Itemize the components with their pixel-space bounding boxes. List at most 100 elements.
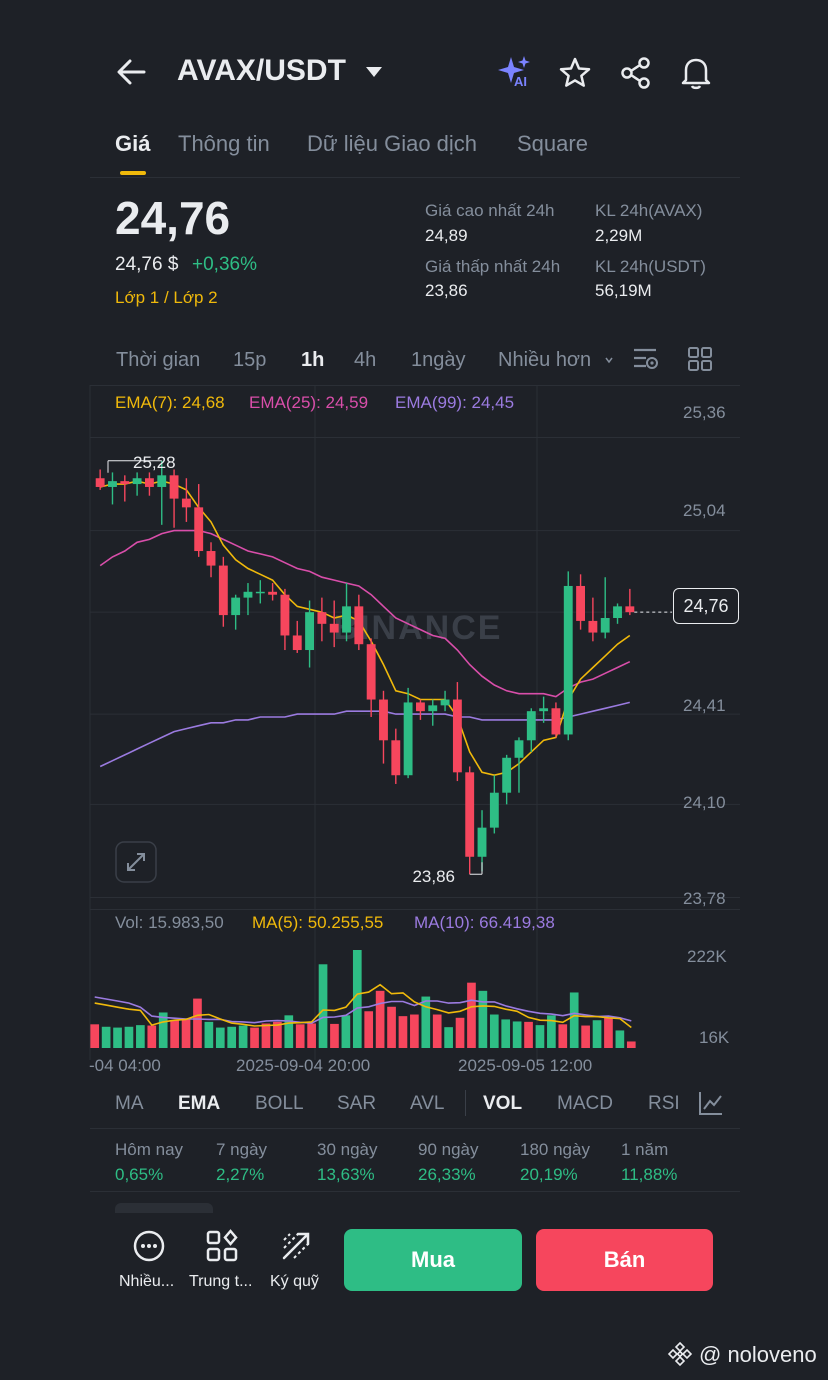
volume-bar bbox=[410, 1014, 419, 1048]
margin-icon[interactable] bbox=[279, 1229, 313, 1263]
indicator-macd[interactable]: MACD bbox=[557, 1093, 613, 1114]
more-options-label[interactable]: Nhiều... bbox=[119, 1273, 175, 1290]
candle-body bbox=[613, 606, 622, 618]
volume-ma10-legend: MA(10): 66.419,38 bbox=[414, 913, 555, 932]
pair-dropdown-icon[interactable] bbox=[365, 66, 383, 78]
volume-bars bbox=[90, 950, 636, 1048]
candle-body bbox=[489, 792, 499, 828]
bell-icon[interactable] bbox=[679, 55, 713, 91]
candlesticks bbox=[95, 460, 672, 875]
volume-bar bbox=[421, 996, 431, 1048]
indicator-sar[interactable]: SAR bbox=[337, 1093, 377, 1114]
performance-item: 180 ngày 20,19% bbox=[520, 1140, 590, 1185]
candle-body bbox=[600, 618, 610, 633]
timeframe-1h[interactable]: 1h bbox=[301, 349, 325, 371]
high-24h-label: Giá cao nhất 24h bbox=[425, 201, 555, 220]
share-icon[interactable] bbox=[619, 56, 653, 90]
timeframe-4h[interactable]: 4h bbox=[354, 349, 377, 371]
ai-sparkle-icon[interactable] bbox=[496, 54, 534, 92]
timeframe-more[interactable]: Nhiều hơn bbox=[498, 349, 592, 371]
performance-item: Hôm nay 0,65% bbox=[115, 1140, 183, 1185]
candle-body bbox=[415, 702, 425, 712]
performance-label: 7 ngày bbox=[216, 1140, 268, 1159]
low-24h-value: 23,86 bbox=[425, 281, 468, 300]
candle-body bbox=[169, 475, 179, 499]
tab-trading-data[interactable]: Dữ liệu Giao dịch bbox=[307, 131, 478, 156]
indicator-boll[interactable]: BOLL bbox=[255, 1093, 304, 1114]
indicator-avl[interactable]: AVL bbox=[410, 1093, 445, 1114]
volume-bar bbox=[489, 1014, 499, 1048]
performance-value: 13,63% bbox=[317, 1165, 375, 1184]
volume-divider bbox=[90, 909, 740, 910]
candle-body bbox=[157, 475, 167, 487]
candle-body bbox=[440, 699, 450, 706]
volume-bar bbox=[330, 1023, 339, 1048]
trading-center-icon[interactable] bbox=[205, 1229, 239, 1263]
timeframe-time[interactable]: Thời gian bbox=[116, 349, 201, 371]
timeframe-15m[interactable]: 15p bbox=[233, 349, 267, 371]
volume-axis-label: 222K bbox=[687, 947, 727, 966]
last-price: 24,76 bbox=[115, 192, 231, 244]
back-arrow-icon[interactable] bbox=[114, 56, 148, 88]
indicator-ma[interactable]: MA bbox=[115, 1093, 144, 1114]
time-axis-label: 2025-09-05 12:00 bbox=[458, 1056, 593, 1075]
buy-button-label: Mua bbox=[411, 1247, 455, 1272]
candle-body bbox=[465, 772, 475, 857]
ema7-legend: EMA(7): 24,68 bbox=[115, 393, 225, 412]
more-options-icon[interactable] bbox=[132, 1229, 166, 1263]
tab-info[interactable]: Thông tin bbox=[178, 131, 270, 156]
chart-settings-icon[interactable] bbox=[632, 346, 660, 372]
indicator-separator bbox=[465, 1090, 466, 1116]
volume-base-label: KL 24h(AVAX) bbox=[595, 201, 703, 220]
layer-tag[interactable]: Lớp 1 / Lớp 2 bbox=[115, 288, 218, 307]
price-axis-label: 24,10 bbox=[683, 793, 726, 812]
candle-body bbox=[108, 481, 117, 487]
volume-bar bbox=[524, 1021, 533, 1048]
candle-body bbox=[329, 623, 339, 633]
more-chevron-icon[interactable] bbox=[605, 357, 613, 365]
trading-pair-title[interactable]: AVAX/USDT bbox=[177, 54, 346, 87]
volume-bar bbox=[375, 990, 385, 1048]
performance-item: 1 năm 11,88% bbox=[621, 1140, 677, 1185]
volume-bar bbox=[261, 1023, 271, 1048]
volume-bar bbox=[364, 1011, 374, 1048]
scroll-hint-bar bbox=[115, 1203, 213, 1213]
timeframe-1d[interactable]: 1ngày bbox=[411, 349, 466, 371]
volume-ma5-line bbox=[94, 983, 632, 1029]
sell-button[interactable]: Bán bbox=[536, 1229, 713, 1291]
high-marker-label: 25,28 bbox=[133, 453, 176, 472]
margin-label[interactable]: Ký quỹ bbox=[270, 1273, 319, 1290]
trading-center-label[interactable]: Trung t... bbox=[189, 1273, 253, 1290]
performance-item: 90 ngày 26,33% bbox=[418, 1140, 479, 1185]
indicator-settings-icon[interactable] bbox=[698, 1090, 724, 1116]
ema-lines bbox=[99, 480, 631, 777]
indicator-rsi[interactable]: RSI bbox=[648, 1093, 680, 1114]
candle-body bbox=[391, 740, 401, 776]
active-tab-indicator bbox=[120, 171, 146, 175]
indicator-vol[interactable]: VOL bbox=[483, 1093, 523, 1114]
candle-body bbox=[551, 708, 561, 735]
sell-button-label: Bán bbox=[603, 1247, 646, 1272]
volume-bar bbox=[467, 982, 476, 1048]
tab-square[interactable]: Square bbox=[517, 131, 588, 156]
performance-row: Hôm nay 0,65% 7 ngày 2,27% 30 ngày 13,63% 9… bbox=[115, 1140, 735, 1190]
high-24h-value: 24,89 bbox=[425, 226, 468, 245]
star-icon[interactable] bbox=[558, 56, 592, 90]
time-axis-label: -04 04:00 bbox=[89, 1056, 161, 1075]
price-axis-label: 23,78 bbox=[683, 889, 726, 908]
volume-bar bbox=[295, 1024, 305, 1048]
volume-bar bbox=[250, 1027, 259, 1048]
ema99-line bbox=[99, 701, 630, 768]
volume-ma5-legend: MA(5): 50.255,55 bbox=[252, 913, 384, 932]
tab-price[interactable]: Giá bbox=[115, 131, 151, 156]
indicator-ema[interactable]: EMA bbox=[178, 1093, 221, 1114]
grid-layout-icon[interactable] bbox=[687, 346, 713, 372]
candle-body bbox=[477, 827, 487, 857]
expand-chart-icon[interactable] bbox=[115, 841, 157, 883]
candle-body bbox=[194, 507, 204, 552]
buy-button[interactable]: Mua bbox=[344, 1229, 522, 1291]
candle-body bbox=[366, 644, 376, 700]
volume-bar bbox=[136, 1025, 145, 1048]
volume-bar bbox=[444, 1027, 453, 1048]
